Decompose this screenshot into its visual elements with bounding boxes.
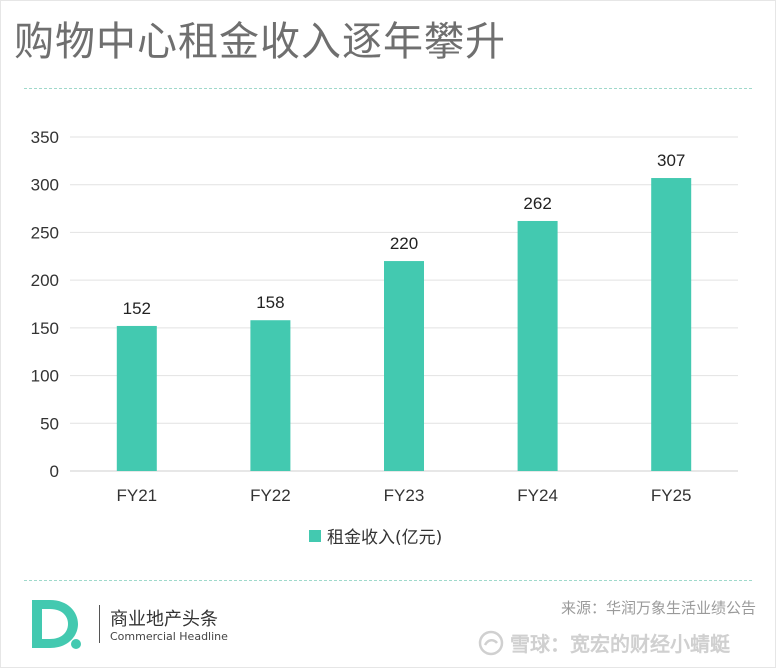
y-tick-label: 300 xyxy=(31,176,59,195)
brand-name-cn: 商业地产头条 xyxy=(110,609,218,630)
legend-label: 租金收入(亿元) xyxy=(327,528,443,548)
brand-name-en: Commercial Headline xyxy=(110,630,228,643)
data-label: 152 xyxy=(123,299,151,318)
top-divider xyxy=(24,88,752,89)
snowball-icon xyxy=(478,630,504,655)
brand-divider xyxy=(99,605,100,643)
y-tick-label: 100 xyxy=(31,367,59,386)
page-title: 购物中心租金收入逐年攀升 xyxy=(14,19,506,65)
data-label: 158 xyxy=(256,293,284,312)
chart-legend: 租金收入(亿元) xyxy=(309,523,442,548)
bottom-divider xyxy=(24,580,752,581)
data-label: 307 xyxy=(657,151,685,170)
y-tick-label: 0 xyxy=(50,462,59,481)
brand-logo-icon xyxy=(32,600,81,649)
x-tick-label: FY23 xyxy=(384,486,425,505)
source-note: 来源：华润万象生活业绩公告 xyxy=(560,599,756,617)
legend-swatch xyxy=(309,529,321,542)
watermark: 雪球：宽宏的财经小蜻蜓 xyxy=(478,628,730,657)
y-tick-label: 200 xyxy=(31,271,59,290)
bar xyxy=(116,325,157,471)
x-tick-label: FY21 xyxy=(116,486,157,505)
bar xyxy=(384,261,424,471)
y-tick-label: 250 xyxy=(31,223,59,242)
bar xyxy=(250,320,291,471)
bar xyxy=(517,220,558,471)
data-label: 220 xyxy=(390,234,418,253)
watermark-text: 雪球：宽宏的财经小蜻蜓 xyxy=(510,632,730,656)
bar xyxy=(651,178,692,471)
y-tick-label: 50 xyxy=(40,414,59,433)
x-tick-label: FY24 xyxy=(517,486,558,505)
x-tick-label: FY25 xyxy=(651,486,692,505)
x-tick-label: FY22 xyxy=(250,486,291,505)
bar-chart: 0 50 100 150 200 250 300 350 152 FY21 158 FY22 220 FY… xyxy=(31,128,738,505)
y-tick-label: 350 xyxy=(31,128,59,147)
y-tick-label: 150 xyxy=(31,319,59,338)
data-label: 262 xyxy=(523,194,551,213)
